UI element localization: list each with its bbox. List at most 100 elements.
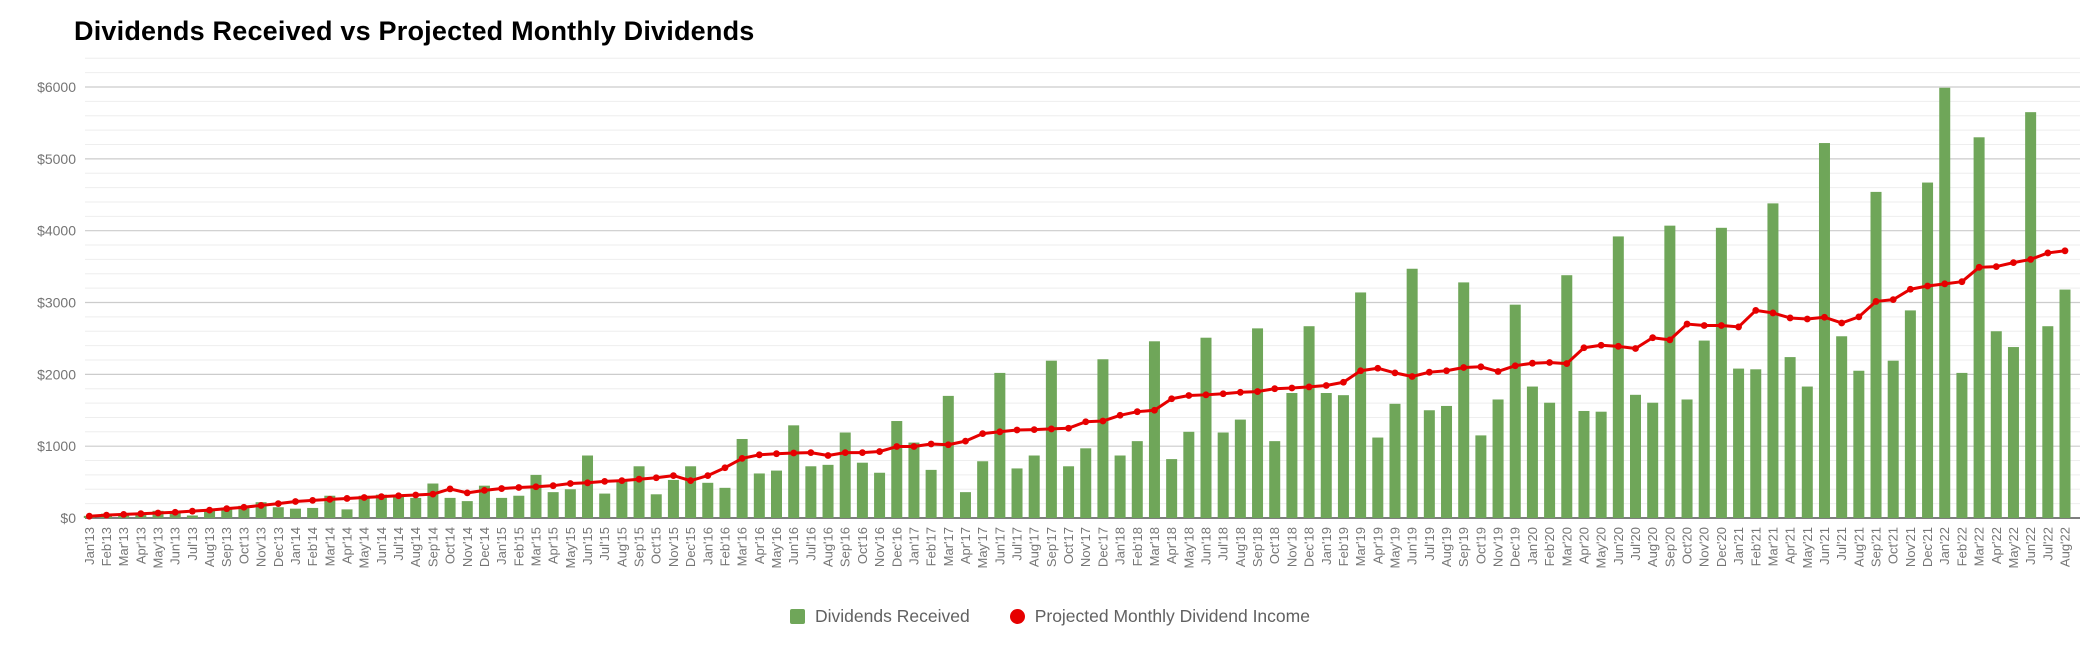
bar-Jan'16[interactable]: [702, 482, 714, 518]
bar-Jun'15[interactable]: [582, 455, 594, 518]
bar-Aug'21[interactable]: [1853, 370, 1865, 518]
line-point-Oct'15[interactable]: [652, 474, 660, 482]
bar-Apr'20[interactable]: [1578, 410, 1590, 518]
line-point-Sep'16[interactable]: [841, 449, 849, 457]
bar-Oct'17[interactable]: [1063, 466, 1075, 518]
line-point-Nov'21[interactable]: [1906, 285, 1914, 293]
line-point-May'19[interactable]: [1391, 369, 1399, 377]
line-point-May'20[interactable]: [1597, 341, 1605, 349]
bar-Jul'17[interactable]: [1011, 468, 1023, 518]
line-point-Dec'15[interactable]: [687, 477, 694, 485]
line-point-Mar'16[interactable]: [738, 454, 746, 462]
line-point-Jun'22[interactable]: [2027, 256, 2035, 263]
bar-Dec'14[interactable]: [478, 485, 490, 518]
line-point-May'21[interactable]: [1803, 315, 1811, 323]
bar-Oct'20[interactable]: [1681, 399, 1693, 518]
bar-Jun'14[interactable]: [375, 494, 387, 518]
bar-Oct'18[interactable]: [1269, 441, 1281, 518]
bar-Nov'19[interactable]: [1492, 399, 1504, 518]
line-point-Feb'19[interactable]: [1340, 378, 1347, 386]
bar-Jan'22[interactable]: [1939, 87, 1951, 519]
bar-Feb'22[interactable]: [1956, 372, 1968, 518]
line-point-Nov'20[interactable]: [1700, 322, 1708, 329]
bar-May'15[interactable]: [564, 489, 576, 518]
bar-Nov'18[interactable]: [1286, 393, 1298, 518]
line-point-Jun'20[interactable]: [1614, 342, 1622, 350]
line-point-Aug'18[interactable]: [1236, 388, 1244, 396]
bar-Aug'13[interactable]: [204, 510, 216, 518]
bar-Jul'22[interactable]: [2042, 326, 2054, 518]
bar-Apr'21[interactable]: [1784, 357, 1796, 518]
line-point-Oct'17[interactable]: [1065, 424, 1072, 432]
line-point-Mar'19[interactable]: [1357, 367, 1365, 375]
bar-May'20[interactable]: [1595, 411, 1607, 518]
line-point-Jun'21[interactable]: [1821, 313, 1828, 321]
bar-Dec'17[interactable]: [1097, 359, 1109, 518]
line-point-Jan'16[interactable]: [704, 472, 712, 480]
bar-Jul'15[interactable]: [599, 493, 611, 518]
bar-Dec'18[interactable]: [1303, 326, 1315, 518]
line-point-Jun'17[interactable]: [996, 428, 1004, 436]
line-point-Dec'18[interactable]: [1305, 383, 1313, 391]
line-point-Oct'14[interactable]: [446, 485, 454, 493]
bar-Mar'15[interactable]: [530, 474, 542, 518]
line-point-Mar'13[interactable]: [120, 511, 128, 518]
bar-May'17[interactable]: [977, 461, 989, 518]
line-point-Feb'20[interactable]: [1546, 359, 1553, 366]
line-point-Sep'18[interactable]: [1254, 388, 1261, 395]
line-point-Mar'14[interactable]: [326, 495, 334, 503]
bar-Sep'14[interactable]: [427, 483, 439, 518]
line-point-Jun'13[interactable]: [171, 508, 179, 516]
line-point-Apr'20[interactable]: [1580, 344, 1588, 352]
bar-Apr'18[interactable]: [1166, 459, 1178, 518]
bar-Sep'13[interactable]: [221, 507, 233, 518]
bar-Feb'21[interactable]: [1750, 369, 1762, 518]
line-point-Apr'22[interactable]: [1992, 263, 2000, 270]
line-point-Mar'15[interactable]: [532, 483, 540, 491]
line-point-Mar'20[interactable]: [1563, 360, 1571, 367]
bar-Feb'20[interactable]: [1544, 402, 1556, 518]
bar-Mar'21[interactable]: [1767, 203, 1779, 519]
legend-item-dividends-received[interactable]: Dividends Received: [790, 606, 970, 627]
bar-Jul'20[interactable]: [1630, 394, 1641, 518]
line-point-Aug'19[interactable]: [1443, 367, 1450, 375]
line-point-Dec'17[interactable]: [1099, 417, 1107, 425]
line-point-Dec'14[interactable]: [481, 486, 488, 494]
line-point-Aug'20[interactable]: [1649, 334, 1657, 342]
line-point-Sep'17[interactable]: [1047, 425, 1055, 433]
bar-Sep'15[interactable]: [633, 466, 645, 518]
bar-Sep'17[interactable]: [1045, 360, 1057, 518]
bar-Sep'19[interactable]: [1458, 282, 1470, 518]
bar-May'16[interactable]: [771, 470, 782, 518]
bar-Jul'18[interactable]: [1217, 432, 1229, 518]
bar-Sep'20[interactable]: [1664, 225, 1676, 518]
bar-Jun'22[interactable]: [2025, 112, 2037, 519]
line-point-Jul'17[interactable]: [1013, 426, 1021, 434]
line-point-Nov'18[interactable]: [1288, 384, 1296, 392]
bar-Jun'17[interactable]: [994, 372, 1006, 518]
bar-Aug'18[interactable]: [1234, 419, 1246, 518]
bar-Oct'13[interactable]: [238, 505, 250, 518]
bar-Apr'22[interactable]: [1990, 331, 2002, 518]
line-point-Oct'19[interactable]: [1477, 363, 1485, 371]
line-point-Apr'19[interactable]: [1374, 364, 1382, 372]
bar-Feb'15[interactable]: [513, 495, 525, 518]
bar-Nov'14[interactable]: [461, 501, 473, 518]
line-point-Aug'22[interactable]: [2061, 247, 2069, 255]
line-point-Sep'21[interactable]: [1872, 298, 1880, 305]
line-point-Oct'18[interactable]: [1271, 385, 1279, 393]
bar-Oct'21[interactable]: [1887, 360, 1899, 518]
bar-Jan'17[interactable]: [908, 442, 920, 518]
bar-Nov'16[interactable]: [874, 472, 886, 518]
line-point-Oct'16[interactable]: [859, 449, 866, 457]
bar-Dec'13[interactable]: [272, 507, 284, 518]
bar-Nov'20[interactable]: [1698, 340, 1710, 518]
legend-item-projected-income[interactable]: Projected Monthly Dividend Income: [1009, 606, 1310, 627]
line-point-Mar'22[interactable]: [1975, 263, 1983, 271]
line-point-Jul'22[interactable]: [2044, 249, 2052, 257]
line-point-Jul'14[interactable]: [395, 492, 402, 500]
bar-Jun'16[interactable]: [788, 425, 800, 518]
line-point-Sep'19[interactable]: [1460, 364, 1468, 371]
line-point-Sep'13[interactable]: [223, 505, 231, 513]
bar-Dec'19[interactable]: [1509, 304, 1521, 518]
